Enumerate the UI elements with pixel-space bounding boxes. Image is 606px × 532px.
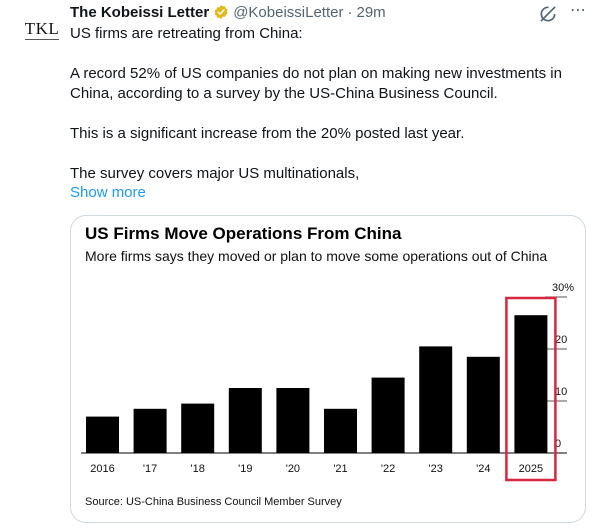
- tweet-paragraph: This is a significant increase from the …: [70, 125, 465, 142]
- bar: [324, 408, 357, 453]
- show-more-link[interactable]: Show more: [70, 184, 146, 201]
- chart-image-card[interactable]: US Firms Move Operations From China More…: [70, 215, 586, 523]
- avatar[interactable]: TKL: [22, 10, 62, 50]
- x-tick-label: 2016: [90, 463, 114, 475]
- bar: [276, 388, 310, 453]
- x-tick-label: '21: [333, 463, 347, 475]
- y-tick-label: 20: [555, 334, 567, 346]
- y-tick-label: 30%: [552, 282, 574, 294]
- x-tick-label: '23: [429, 463, 443, 475]
- x-tick-label: '17: [143, 463, 157, 475]
- bar: [419, 346, 453, 453]
- x-tick-label: '18: [191, 463, 205, 475]
- y-tick-label: 0: [555, 438, 561, 450]
- tweet-paragraph: US firms are retreating from China:: [70, 25, 303, 42]
- x-tick-label: '20: [286, 463, 300, 475]
- y-tick-label: 10: [555, 386, 567, 398]
- verified-badge-icon[interactable]: [213, 4, 229, 20]
- bar: [228, 388, 262, 453]
- x-tick-label: '24: [476, 463, 490, 475]
- more-options-icon[interactable]: ⋯: [570, 2, 586, 19]
- bar: [133, 408, 167, 453]
- tweet-header: The Kobeissi Letter @KobeissiLetter · 29…: [70, 2, 386, 22]
- bar: [181, 403, 215, 453]
- bar: [371, 377, 405, 453]
- highlight-box: [505, 296, 557, 482]
- post-time[interactable]: 29m: [356, 3, 386, 21]
- avatar-monogram: TKL: [24, 19, 60, 38]
- chart-subtitle: More firms says they moved or plan to mo…: [85, 248, 548, 264]
- tweet-paragraph: A record 52% of US companies do not plan…: [70, 65, 562, 102]
- bar-chart: 0 10 20 30% 2016 '17 '18 '19 '20 '21 '22 '23 '24 2025: [81, 282, 574, 482]
- avatar-rule: [25, 39, 59, 40]
- tweet-text: US firms are retreating from China: A re…: [70, 24, 590, 184]
- tweet-paragraph: The survey covers major US multinational…: [70, 165, 360, 182]
- bar: [86, 416, 119, 453]
- author-name[interactable]: The Kobeissi Letter: [70, 3, 210, 21]
- chart-source: Source: US-China Business Council Member…: [85, 496, 342, 508]
- author-handle[interactable]: @KobeissiLetter: [233, 3, 344, 21]
- grok-icon[interactable]: [538, 4, 558, 24]
- x-tick-label: 2025: [519, 463, 543, 475]
- bar: [514, 315, 548, 453]
- bar: [466, 356, 500, 453]
- x-tick-label: '22: [381, 463, 395, 475]
- header-separator: ·: [347, 3, 353, 21]
- chart-title: US Firms Move Operations From China: [85, 224, 402, 243]
- x-tick-label: '19: [238, 463, 252, 475]
